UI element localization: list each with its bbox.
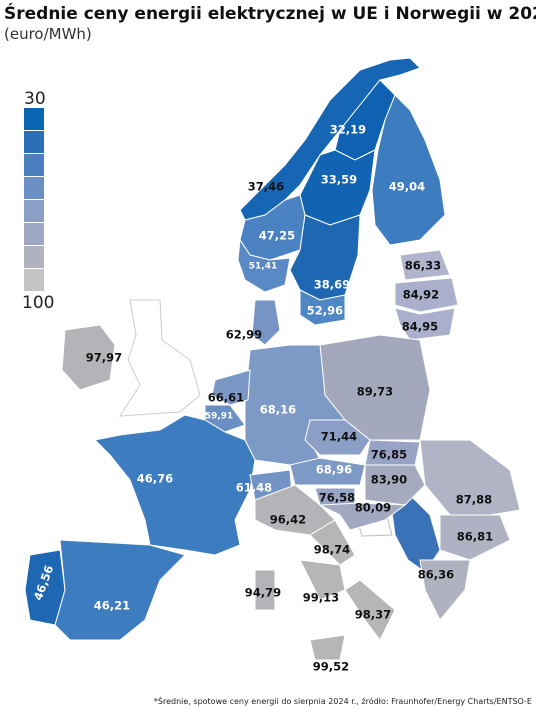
region-label: 46,76 xyxy=(137,472,173,486)
region-label: 84,95 xyxy=(402,320,438,334)
legend-swatch xyxy=(24,223,44,245)
region xyxy=(309,519,356,566)
region-label: 80,09 xyxy=(355,501,391,515)
region-label: 37,46 xyxy=(248,180,284,194)
legend-swatch xyxy=(24,200,44,222)
region xyxy=(237,238,291,293)
region-label: 86,81 xyxy=(457,530,493,544)
region-label: 46,21 xyxy=(94,599,130,613)
region-label: 32,19 xyxy=(330,123,366,137)
title: Średnie ceny energii elektrycznej w UE i… xyxy=(4,2,536,24)
region xyxy=(309,634,346,661)
region xyxy=(304,419,371,456)
region xyxy=(318,502,407,531)
region xyxy=(54,539,186,641)
region xyxy=(344,579,396,641)
region-label: 98,37 xyxy=(355,608,391,622)
region xyxy=(204,404,246,433)
legend-swatch xyxy=(24,154,44,176)
region xyxy=(394,307,456,341)
region-label: 51,41 xyxy=(249,262,277,272)
region-label: 71,44 xyxy=(321,430,357,444)
region xyxy=(299,289,346,326)
region xyxy=(399,249,451,281)
region-label: 52,96 xyxy=(307,304,343,318)
legend-swatch xyxy=(24,108,44,130)
region-label: 47,25 xyxy=(259,229,295,243)
region-label: 86,36 xyxy=(418,568,454,582)
legend-bottom: 100 xyxy=(22,293,54,313)
footnote: *Średnie, spotowe ceny energii do sierpn… xyxy=(154,695,532,706)
region-label: 59,91 xyxy=(205,412,233,422)
region xyxy=(371,94,446,246)
region xyxy=(254,569,276,611)
region-label: 97,97 xyxy=(86,351,122,365)
region xyxy=(419,439,521,516)
region-label: 99,52 xyxy=(313,660,349,674)
region-label: 76,58 xyxy=(319,491,355,505)
legend-swatch xyxy=(24,246,44,268)
region-label: 33,59 xyxy=(321,173,357,187)
legend: 30 100 xyxy=(22,89,54,313)
region-label: 66,61 xyxy=(208,391,244,405)
subtitle: (euro/MWh) xyxy=(4,25,92,43)
region-label: 96,42 xyxy=(270,513,306,527)
legend-swatch xyxy=(24,177,44,199)
region-label: 62,99 xyxy=(226,328,262,342)
region-label: 83,90 xyxy=(371,473,407,487)
uk xyxy=(119,299,201,417)
region xyxy=(93,414,256,556)
region-label: 86,33 xyxy=(405,259,441,273)
region xyxy=(439,514,511,561)
region xyxy=(211,369,251,406)
region xyxy=(419,559,471,621)
region xyxy=(251,299,281,346)
region xyxy=(289,457,366,486)
region-label: 98,74 xyxy=(314,543,350,557)
region-label: 68,96 xyxy=(316,463,352,477)
region-label: 89,73 xyxy=(357,385,393,399)
legend-top: 30 xyxy=(24,89,46,109)
region xyxy=(364,464,426,506)
region-label: 61,48 xyxy=(236,481,272,495)
region xyxy=(394,277,459,313)
region-label: 87,88 xyxy=(456,493,492,507)
region-label: 94,79 xyxy=(245,586,281,600)
legend-swatch xyxy=(24,131,44,153)
region-label: 49,04 xyxy=(389,180,425,194)
region-label: 68,16 xyxy=(260,403,296,417)
region-label: 76,85 xyxy=(371,448,407,462)
region xyxy=(289,214,361,301)
region xyxy=(61,324,116,391)
region-label: 99,13 xyxy=(303,591,339,605)
legend-swatch xyxy=(24,269,44,291)
region-label: 38,69 xyxy=(314,278,350,292)
regions: 37,46 32,19 33,59 49,04 47,25 51,41 38,69 52,96… xyxy=(24,57,521,674)
region-label: 84,92 xyxy=(403,288,439,302)
